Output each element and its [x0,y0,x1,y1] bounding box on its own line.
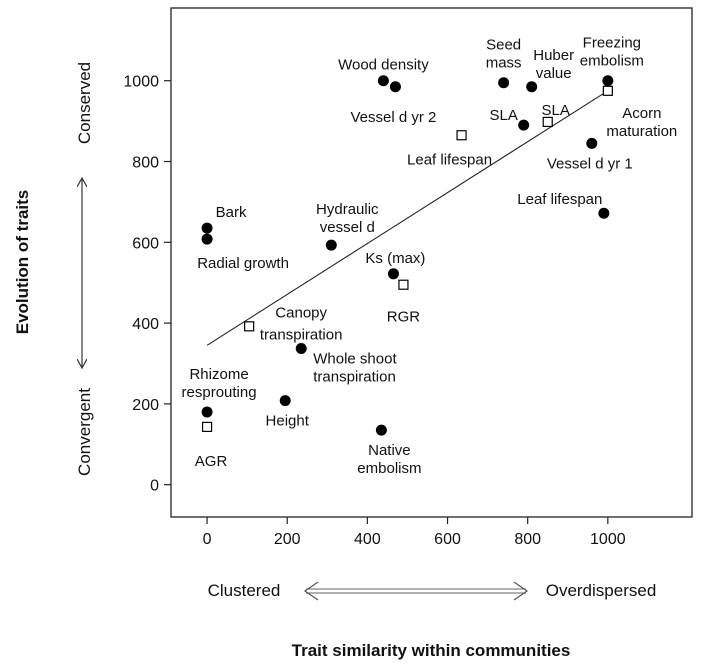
point-open-square [602,85,613,96]
point-filled-circle [375,424,387,436]
y-tick-label: 400 [132,316,159,333]
x-tick-label: 0 [203,531,212,548]
point-filled-circle [598,207,610,219]
point-label: RGR [387,309,421,326]
x-tick-label: 400 [354,531,381,548]
point-label: Vessel d yr 1 [547,155,633,172]
point-label: Canopy transpiration [260,304,343,343]
point-label: Height [266,413,310,430]
point-filled-circle [295,343,307,355]
x-tick-label: 200 [274,531,301,548]
point-label: Ks (max) [365,250,425,267]
point-label: Huber value [533,47,574,82]
x-axis-title: Trait similarity within communities [292,641,571,660]
trend-line-group [206,90,609,346]
point-label: Freezing embolism [580,35,644,70]
point-label: Hydraulic vessel d [316,201,379,236]
point-open-square [456,130,467,141]
point-filled-circle [518,119,530,131]
point-label: Seed mass [486,37,522,72]
point-label: SLA [489,107,517,124]
y-axis-ticks: 0 200 400 600 800 1000 [123,74,171,495]
point-filled-circle [602,75,614,87]
y-high-label: Conserved [75,62,94,144]
y-axis-title: Evolution of traits [13,190,32,335]
y-tick-label: 1000 [123,74,159,91]
point-labels: Wood density Vessel d yr 2 Seed mass Huber va… [182,35,678,477]
point-label: Native embolism [357,442,421,477]
x-tick-label: 600 [434,531,461,548]
point-filled-circle [279,395,291,407]
point-filled-circle [586,137,598,149]
point-label: Wood density [338,57,429,74]
y-tick-label: 200 [132,397,159,414]
point-label: Rhizome resprouting [182,366,257,401]
point-filled-circle [201,406,213,418]
point-open-square [542,116,553,128]
point-label: Leaf lifespan [517,191,602,208]
point-open-square [244,321,255,332]
trend-line [206,90,609,346]
point-filled-circle [526,81,538,93]
x-double-arrow [303,581,529,601]
y-tick-label: 0 [150,478,159,495]
point-filled-circle [201,233,213,245]
point-filled-circle [498,77,510,89]
point-filled-circle [325,239,337,251]
data-points [201,75,614,436]
x-high-label: Overdispersed [546,581,657,600]
point-label: Bark [216,204,247,221]
point-label: Whole shoot transpiration [313,351,397,386]
point-filled-circle [387,268,399,280]
point-label: AGR [195,453,228,470]
point-open-square [201,421,213,433]
plot-frame [170,7,693,518]
point-label: Vessel d yr 2 [350,109,436,126]
y-tick-label: 600 [132,235,159,252]
point-label: Acorn maturation [606,105,677,140]
point-filled-circle [201,222,213,234]
x-tick-label: 800 [514,531,541,548]
point-label: Radial growth [197,255,289,272]
point-filled-circle [389,81,401,93]
y-low-label: Convergent [75,388,94,476]
x-tick-label: 1000 [590,531,626,548]
point-label: Leaf lifespan [407,151,492,168]
point-label: SLA [542,102,570,119]
point-filled-circle [377,75,389,87]
point-open-square [398,279,409,290]
x-low-label: Clustered [208,581,281,600]
x-axis-ticks: 0 200 400 600 800 1000 [203,517,626,548]
y-tick-label: 800 [132,155,159,172]
